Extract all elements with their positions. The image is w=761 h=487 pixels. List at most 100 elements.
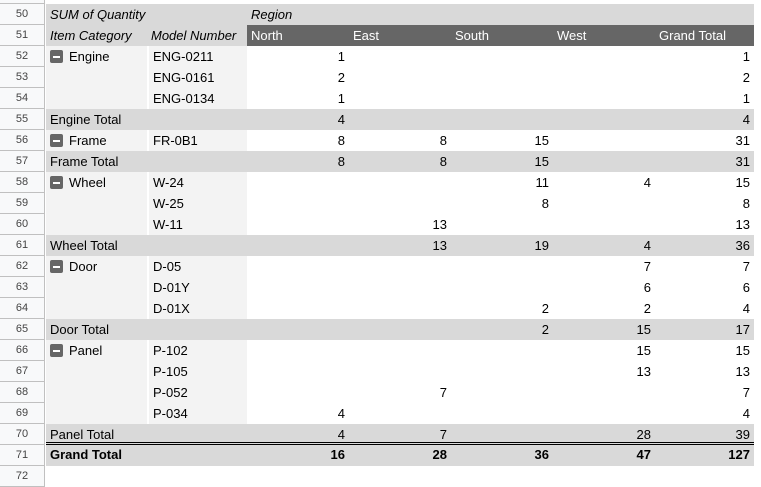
value-cell[interactable]: 2 — [643, 301, 651, 316]
column-header[interactable]: South — [451, 25, 553, 46]
category-cell[interactable] — [46, 403, 147, 424]
value-cell[interactable] — [247, 256, 349, 277]
subtotal-label[interactable]: Door Total — [46, 319, 247, 340]
subtotal-value[interactable]: 13 — [349, 235, 451, 256]
value-cell[interactable] — [349, 403, 451, 424]
collapse-icon[interactable] — [50, 176, 63, 190]
grand-total-label[interactable]: Grand Total — [46, 442, 247, 466]
model-number[interactable]: W-24 — [147, 172, 247, 193]
value-cell[interactable]: 8 — [439, 133, 447, 148]
row-header[interactable]: 54 — [0, 88, 45, 109]
value-cell[interactable] — [349, 67, 451, 88]
value-cell[interactable]: 11 — [535, 175, 550, 190]
column-header[interactable]: Grand Total — [655, 25, 754, 46]
value-cell[interactable] — [349, 277, 451, 298]
value-cell[interactable] — [349, 340, 451, 361]
value-cell[interactable] — [451, 340, 553, 361]
category-cell[interactable]: Door — [46, 256, 147, 277]
subtotal-value[interactable] — [451, 109, 553, 130]
category-cell[interactable] — [46, 298, 147, 319]
value-cell[interactable] — [553, 88, 655, 109]
subtotal-value[interactable]: 4 — [655, 109, 754, 130]
grand-total-value[interactable]: 28 — [349, 442, 451, 466]
value-cell[interactable]: 1 — [742, 91, 750, 106]
subtotal-value[interactable]: 4 — [247, 424, 349, 445]
model-number[interactable]: P-105 — [147, 361, 247, 382]
value-cell[interactable]: 1 — [337, 49, 345, 64]
category-cell[interactable] — [46, 88, 147, 109]
value-cell[interactable]: 2 — [337, 70, 345, 85]
subtotal-label[interactable]: Panel Total — [46, 424, 247, 445]
row-header[interactable]: 69 — [0, 403, 45, 424]
value-cell[interactable] — [247, 340, 349, 361]
row-header[interactable]: 53 — [0, 67, 45, 88]
value-cell[interactable]: 7 — [439, 385, 447, 400]
subtotal-value[interactable]: 4 — [553, 235, 655, 256]
subtotal-label[interactable]: Engine Total — [46, 109, 247, 130]
value-cell[interactable]: 6 — [742, 280, 750, 295]
row-header[interactable]: 59 — [0, 193, 45, 214]
value-cell[interactable] — [451, 277, 553, 298]
row-header[interactable]: 56 — [0, 130, 45, 151]
category-cell[interactable]: Engine — [46, 46, 147, 67]
value-cell[interactable]: 4 — [742, 406, 750, 421]
row-header[interactable]: 72 — [0, 466, 45, 487]
value-cell[interactable] — [349, 361, 451, 382]
subtotal-value[interactable] — [451, 424, 553, 445]
subtotal-value[interactable]: 15 — [451, 151, 553, 172]
grand-total-value[interactable]: 47 — [553, 442, 655, 466]
column-header[interactable]: West — [553, 25, 655, 46]
category-cell[interactable] — [46, 277, 147, 298]
value-cell[interactable]: 13 — [735, 217, 750, 232]
category-cell[interactable] — [46, 193, 147, 214]
value-cell[interactable] — [349, 46, 451, 67]
value-cell[interactable] — [553, 214, 655, 235]
value-cell[interactable] — [451, 46, 553, 67]
category-cell[interactable] — [46, 382, 147, 403]
row-header[interactable]: 64 — [0, 298, 45, 319]
value-cell[interactable] — [451, 67, 553, 88]
value-cell[interactable]: 8 — [541, 196, 549, 211]
value-cell[interactable]: 8 — [337, 133, 345, 148]
grand-total-value[interactable]: 127 — [655, 442, 754, 466]
value-cell[interactable] — [553, 46, 655, 67]
model-number[interactable]: P-034 — [147, 403, 247, 424]
collapse-icon[interactable] — [50, 134, 63, 148]
value-cell[interactable] — [247, 172, 349, 193]
value-cell[interactable]: 4 — [643, 175, 651, 190]
subtotal-value[interactable] — [553, 151, 655, 172]
value-cell[interactable] — [451, 88, 553, 109]
row-header[interactable]: 67 — [0, 361, 45, 382]
value-cell[interactable] — [247, 214, 349, 235]
value-cell[interactable] — [349, 193, 451, 214]
value-cell[interactable]: 6 — [643, 280, 651, 295]
value-cell[interactable] — [349, 172, 451, 193]
subtotal-value[interactable] — [553, 109, 655, 130]
model-number[interactable]: ENG-0211 — [147, 46, 247, 67]
value-cell[interactable] — [553, 193, 655, 214]
row-header[interactable]: 61 — [0, 235, 45, 256]
subtotal-label[interactable]: Wheel Total — [46, 235, 247, 256]
column-header[interactable]: North — [247, 25, 349, 46]
value-cell[interactable]: 15 — [735, 175, 750, 190]
subtotal-value[interactable] — [349, 319, 451, 340]
subtotal-value[interactable]: 8 — [247, 151, 349, 172]
value-cell[interactable] — [451, 256, 553, 277]
value-cell[interactable]: 8 — [742, 196, 750, 211]
collapse-icon[interactable] — [50, 260, 63, 274]
model-number[interactable]: P-052 — [147, 382, 247, 403]
value-cell[interactable]: 1 — [337, 91, 345, 106]
value-cell[interactable]: 13 — [735, 364, 750, 379]
model-number[interactable]: ENG-0161 — [147, 67, 247, 88]
column-header[interactable]: East — [349, 25, 451, 46]
row-header[interactable]: 70 — [0, 424, 45, 445]
model-number[interactable]: W-11 — [147, 214, 247, 235]
category-cell[interactable]: Panel — [46, 340, 147, 361]
subtotal-value[interactable]: 8 — [349, 151, 451, 172]
row-header[interactable]: 62 — [0, 256, 45, 277]
model-number[interactable]: D-01Y — [147, 277, 247, 298]
value-cell[interactable]: 1 — [742, 49, 750, 64]
subtotal-value[interactable]: 39 — [655, 424, 754, 445]
value-cell[interactable]: 15 — [735, 343, 750, 358]
category-cell[interactable]: Frame — [46, 130, 147, 151]
